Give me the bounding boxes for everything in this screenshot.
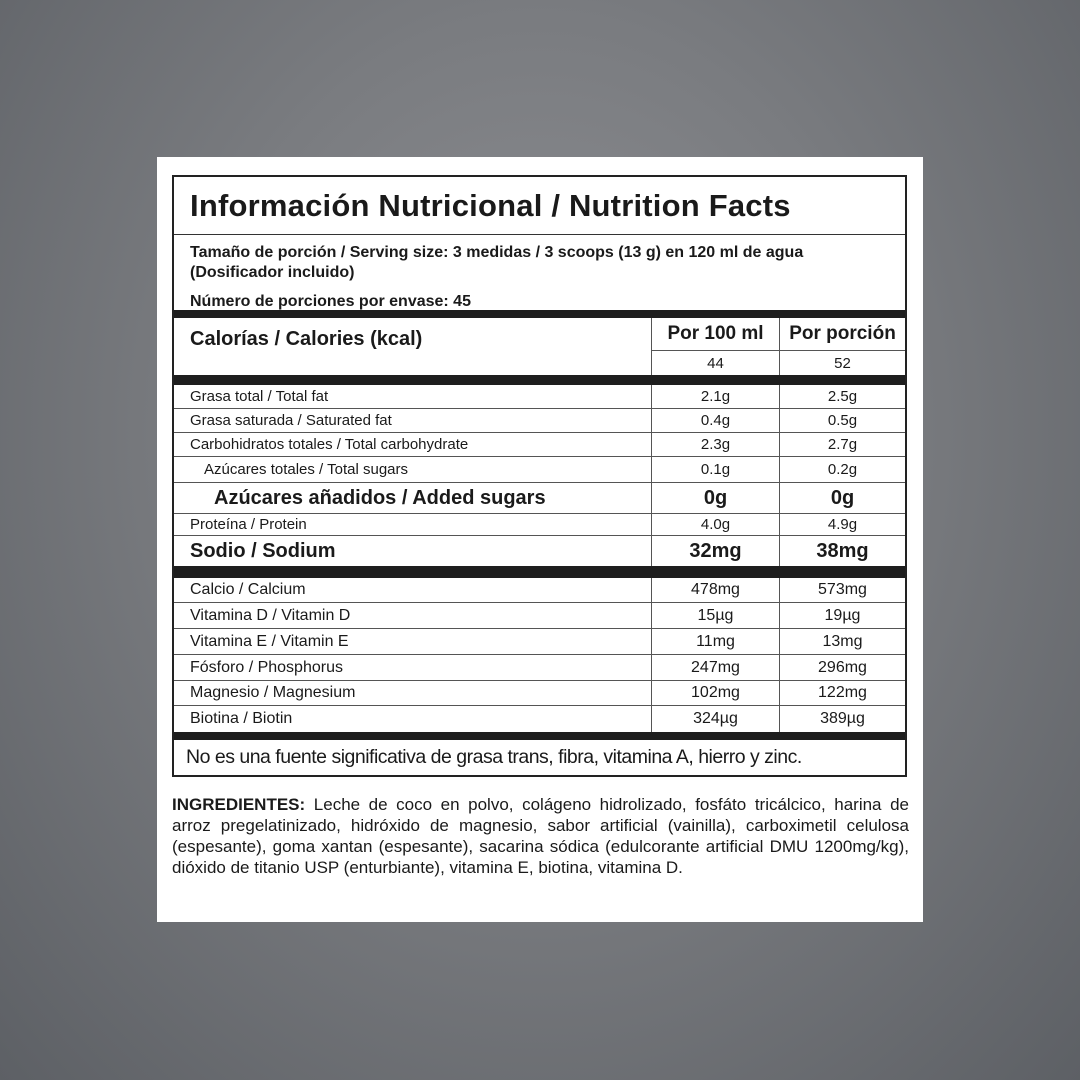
- nutrient-row: Azúcares añadidos / Added sugars 0g 0g: [174, 483, 905, 514]
- value-per-100ml: 247mg: [651, 655, 779, 680]
- value-per-serving: 296mg: [779, 655, 905, 680]
- calories-row: Calorías / Calories (kcal) Por 100 ml 44…: [174, 318, 905, 375]
- value-per-serving: 2.5g: [779, 385, 905, 408]
- nutrient-label: Sodio / Sodium: [190, 539, 336, 562]
- nutrient-label: Vitamina D / Vitamin D: [190, 606, 351, 624]
- value-per-100ml: 11mg: [651, 629, 779, 654]
- nutrition-label-card: Información Nutricional / Nutrition Fact…: [157, 157, 923, 922]
- serving-info: Tamaño de porción / Serving size: 3 medi…: [174, 235, 905, 310]
- servings-per-container: Número de porciones por envase: 45: [190, 293, 471, 310]
- ingredients-label: INGREDIENTES:: [172, 795, 306, 814]
- value-per-serving: 389µg: [779, 706, 905, 732]
- nutrient-label: Carbohidratos totales / Total carbohydra…: [190, 436, 469, 453]
- serving-size: Tamaño de porción / Serving size: 3 medi…: [190, 244, 804, 281]
- value-per-serving: 13mg: [779, 629, 905, 654]
- divider-thick: [174, 566, 905, 578]
- value-per-serving: 4.9g: [779, 514, 905, 535]
- calories-per-100ml: 44: [707, 354, 724, 372]
- value-per-serving: 122mg: [779, 681, 905, 705]
- nutrition-facts-table: Información Nutricional / Nutrition Fact…: [172, 175, 907, 777]
- nutrient-row: Sodio / Sodium 32mg 38mg: [174, 536, 905, 566]
- ingredients: INGREDIENTES: Leche de coco en polvo, co…: [172, 794, 909, 878]
- value-per-serving: 38mg: [779, 536, 905, 566]
- nutrient-label: Fósforo / Phosphorus: [190, 658, 343, 676]
- value-per-100ml: 0.4g: [651, 409, 779, 432]
- micronutrients-section: Calcio / Calcium 478mg 573mg Vitamina D / V…: [174, 578, 905, 732]
- divider-thick: [174, 732, 905, 740]
- value-per-100ml: 2.1g: [651, 385, 779, 408]
- value-per-serving: 573mg: [779, 578, 905, 602]
- nutrient-row: Magnesio / Magnesium 102mg 122mg: [174, 681, 905, 706]
- value-per-100ml: 4.0g: [651, 514, 779, 535]
- col-header-per-100ml: Por 100 ml: [652, 318, 779, 351]
- ingredients-text: Leche de coco en polvo, colágeno hidroli…: [172, 795, 909, 877]
- col-header-per-serving: Por porción: [780, 318, 905, 351]
- footnote: No es una fuente significativa de grasa …: [186, 746, 802, 768]
- nutrient-label: Azúcares añadidos / Added sugars: [214, 486, 546, 509]
- value-per-serving: 0g: [779, 483, 905, 513]
- value-per-serving: 2.7g: [779, 433, 905, 456]
- value-per-100ml: 32mg: [651, 536, 779, 566]
- nutrient-row: Biotina / Biotin 324µg 389µg: [174, 706, 905, 732]
- label-title: Información Nutricional / Nutrition Fact…: [174, 177, 905, 235]
- value-per-100ml: 0g: [651, 483, 779, 513]
- nutrient-row: Vitamina E / Vitamin E 11mg 13mg: [174, 629, 905, 655]
- divider-thick: [174, 375, 905, 385]
- value-per-100ml: 324µg: [651, 706, 779, 732]
- nutrient-row: Grasa total / Total fat 2.1g 2.5g: [174, 385, 905, 409]
- nutrient-label: Calcio / Calcium: [190, 581, 306, 598]
- divider-thick: [174, 310, 905, 318]
- nutrient-row: Grasa saturada / Saturated fat 0.4g 0.5g: [174, 409, 905, 433]
- value-per-serving: 0.2g: [779, 457, 905, 482]
- nutrients-section: Grasa total / Total fat 2.1g 2.5g Grasa sat…: [174, 385, 905, 566]
- value-per-100ml: 2.3g: [651, 433, 779, 456]
- value-per-100ml: 102mg: [651, 681, 779, 705]
- nutrient-label: Proteína / Protein: [190, 516, 307, 533]
- value-per-100ml: 15µg: [651, 603, 779, 628]
- value-per-serving: 0.5g: [779, 409, 905, 432]
- nutrient-label: Vitamina E / Vitamin E: [190, 632, 349, 650]
- nutrient-row: Proteína / Protein 4.0g 4.9g: [174, 514, 905, 536]
- nutrient-row: Carbohidratos totales / Total carbohydra…: [174, 433, 905, 457]
- value-per-100ml: 0.1g: [651, 457, 779, 482]
- nutrient-row: Vitamina D / Vitamin D 15µg 19µg: [174, 603, 905, 629]
- value-per-100ml: 478mg: [651, 578, 779, 602]
- calories-per-serving: 52: [834, 354, 851, 372]
- nutrient-label: Grasa saturada / Saturated fat: [190, 412, 392, 429]
- nutrient-row: Fósforo / Phosphorus 247mg 296mg: [174, 655, 905, 681]
- nutrient-label: Magnesio / Magnesium: [190, 684, 356, 701]
- value-per-serving: 19µg: [779, 603, 905, 628]
- nutrient-label: Azúcares totales / Total sugars: [204, 461, 408, 478]
- nutrient-row: Calcio / Calcium 478mg 573mg: [174, 578, 905, 603]
- calories-label: Calorías / Calories (kcal): [190, 328, 423, 350]
- nutrient-label: Biotina / Biotin: [190, 710, 293, 727]
- nutrient-row: Azúcares totales / Total sugars 0.1g 0.2g: [174, 457, 905, 483]
- nutrient-label: Grasa total / Total fat: [190, 388, 329, 405]
